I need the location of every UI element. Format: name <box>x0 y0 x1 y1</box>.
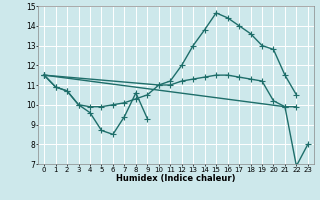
X-axis label: Humidex (Indice chaleur): Humidex (Indice chaleur) <box>116 174 236 183</box>
